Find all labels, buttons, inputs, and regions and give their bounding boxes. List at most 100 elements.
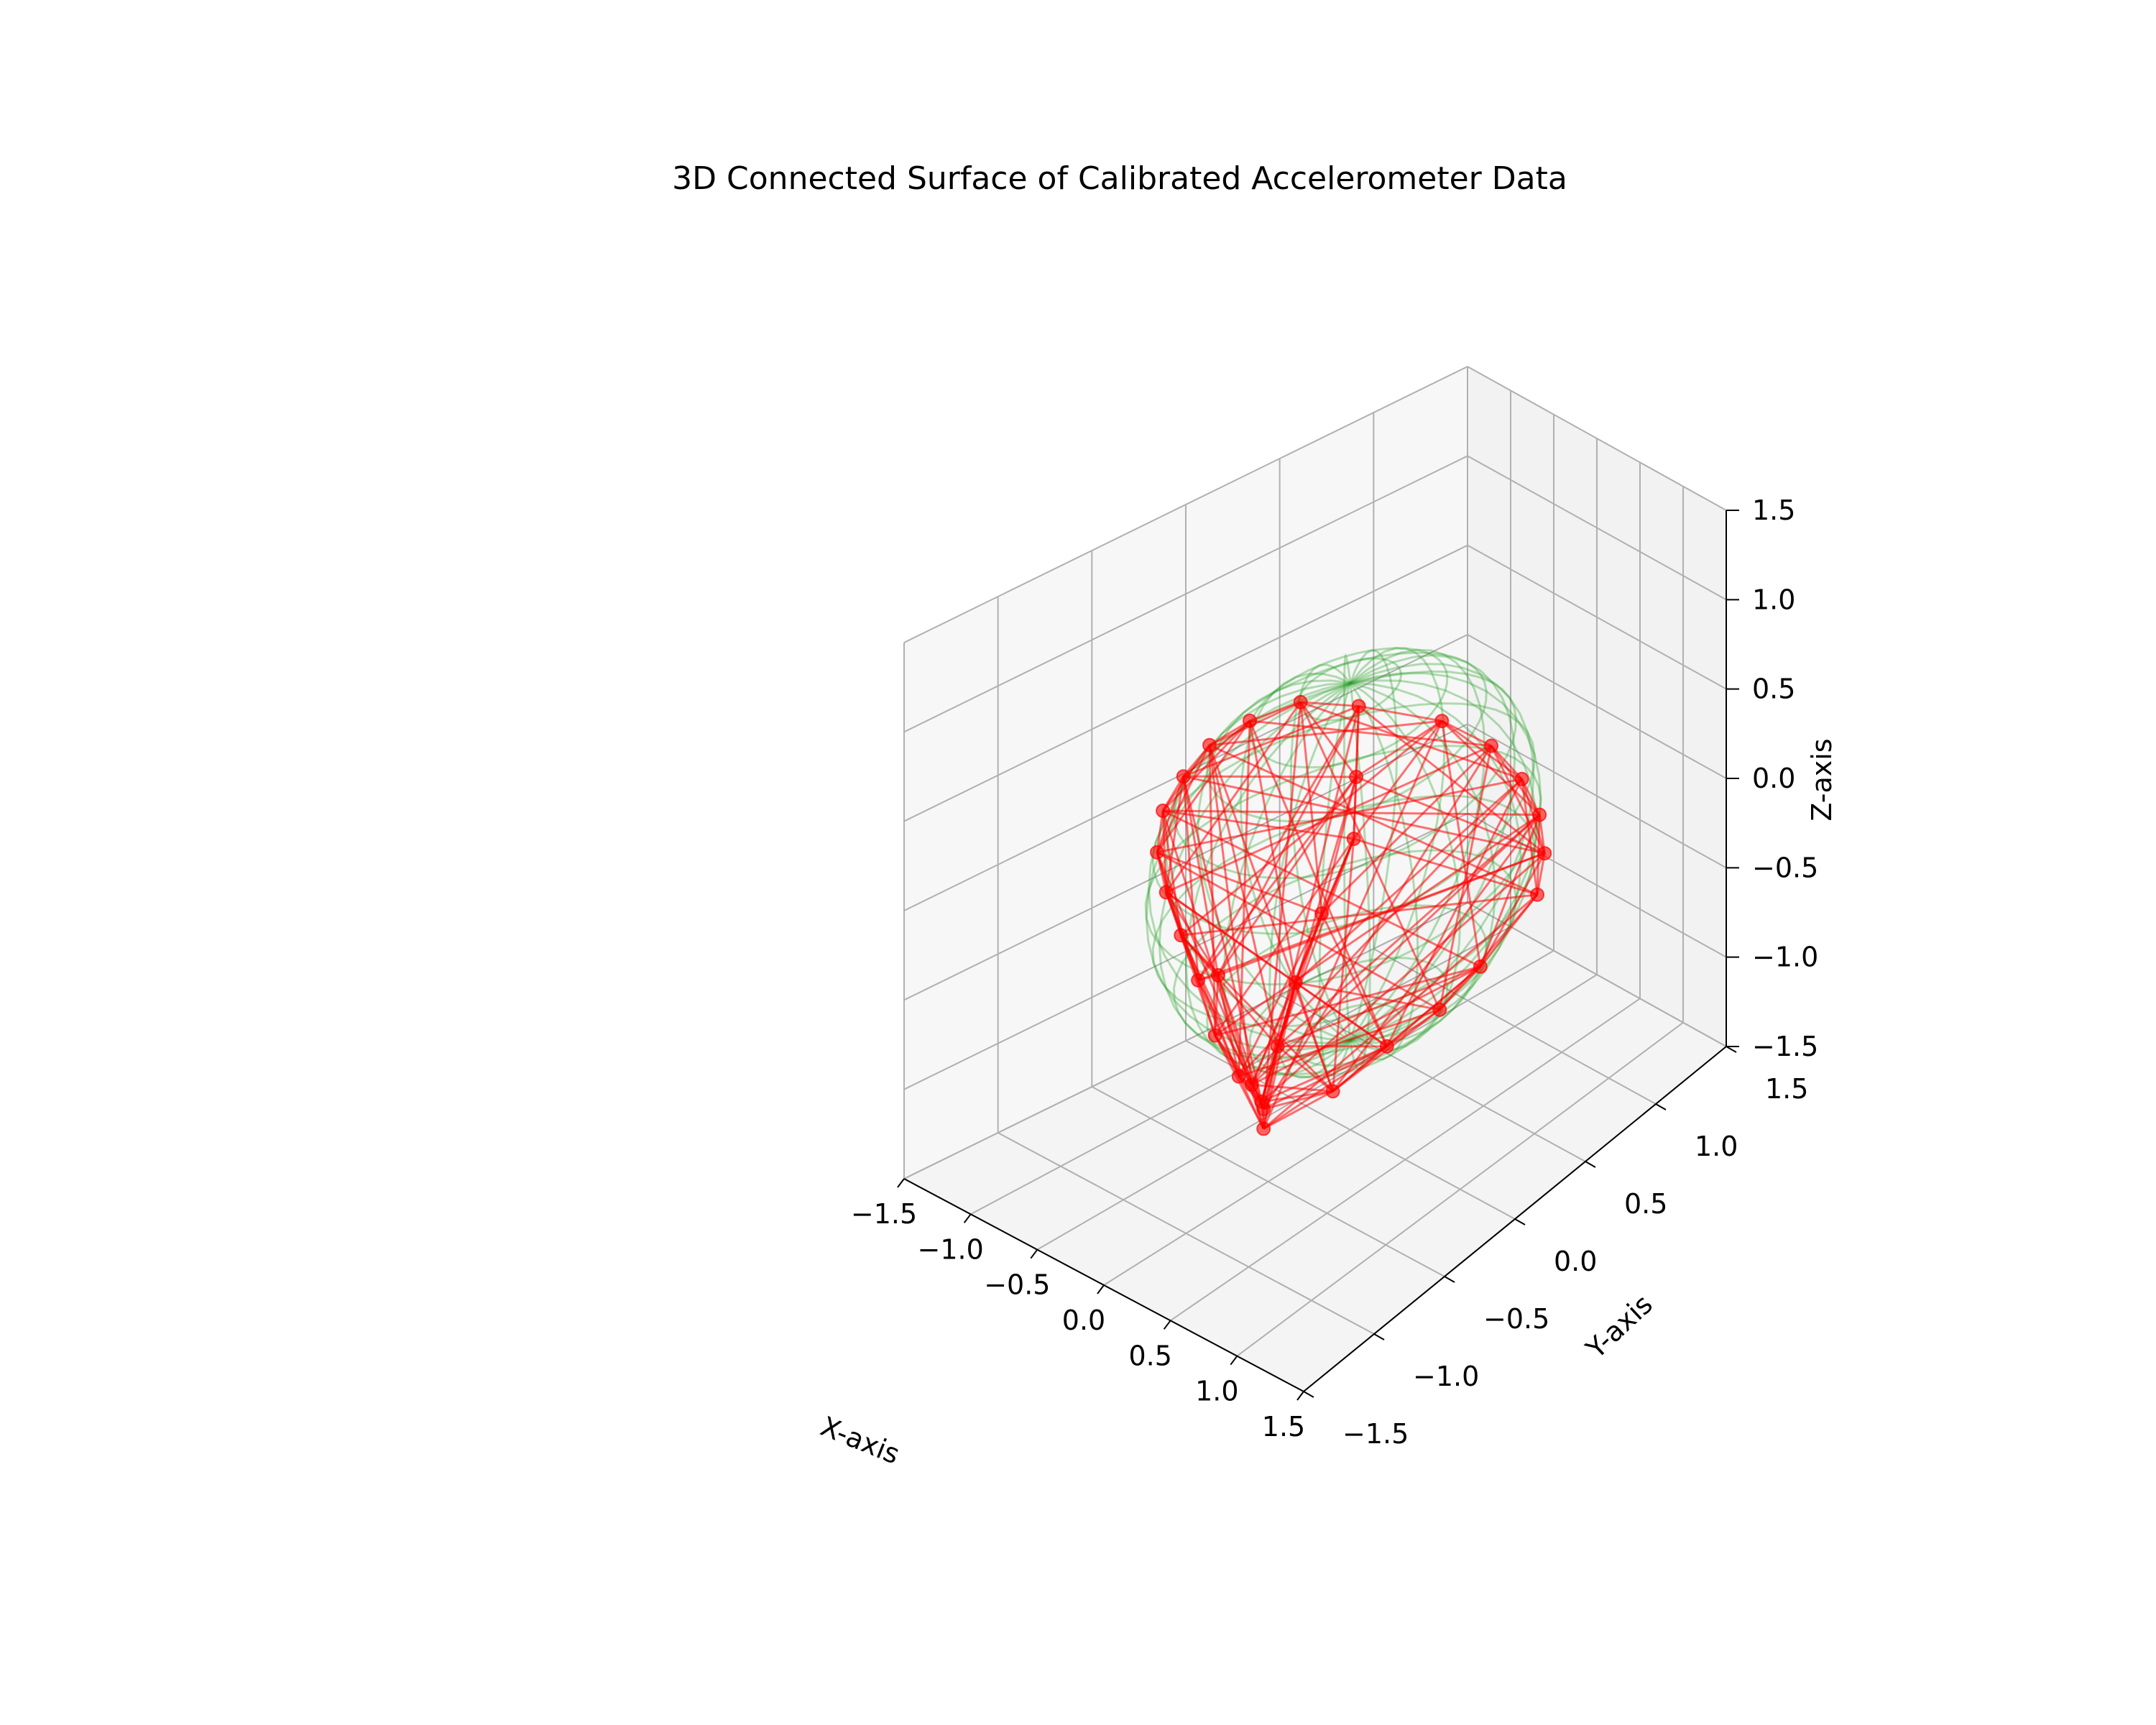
- connection-line: [1276, 838, 1355, 1047]
- x-tick-label: 0.0: [1062, 1305, 1105, 1336]
- x-tick-label: −1.0: [918, 1233, 984, 1265]
- connection-line: [1261, 1045, 1388, 1103]
- connection-line: [1299, 702, 1358, 778]
- sphere-meridian-line: [1350, 663, 1535, 1042]
- connection-line: [1355, 719, 1443, 778]
- chart-title: 3D Connected Surface of Calibrated Accel…: [672, 160, 1567, 197]
- data-point: [1191, 972, 1206, 988]
- connection-line: [1250, 1045, 1279, 1086]
- x-tick-mark: [1296, 1391, 1304, 1401]
- connection-line: [1166, 745, 1492, 893]
- data-point: [1231, 1069, 1246, 1084]
- axes-panes: [904, 367, 1726, 1392]
- y-tick-label: 0.5: [1624, 1188, 1667, 1220]
- connection-line: [1261, 852, 1546, 1103]
- z-tick-label: 1.0: [1752, 584, 1795, 615]
- data-point: [1432, 1002, 1447, 1017]
- connection-line: [1386, 778, 1523, 1047]
- x-tick-mark: [1163, 1320, 1171, 1330]
- sphere-meridian-line: [1349, 682, 1419, 1061]
- connection-line: [1299, 702, 1323, 914]
- connection-line: [1250, 814, 1541, 1086]
- x-tick-label: 1.5: [1262, 1411, 1305, 1443]
- connection-line: [1214, 814, 1541, 1036]
- connection-line: [1217, 975, 1240, 1077]
- y-tick-mark: [1726, 1046, 1737, 1053]
- connection-line: [1162, 809, 1481, 968]
- connection-line: [1441, 719, 1492, 748]
- z-tick-label: 0.5: [1752, 673, 1795, 705]
- connection-line: [1521, 778, 1539, 895]
- connection-line: [1156, 778, 1522, 854]
- tick-labels: −1.5−1.5−1.5−1.0−1.0−1.0−0.5−0.5−0.50.00…: [851, 494, 1818, 1450]
- data-point: [1537, 846, 1552, 861]
- connection-line: [1181, 893, 1538, 937]
- connection-line: [1263, 745, 1493, 1110]
- connection-line: [1299, 702, 1441, 1011]
- data-point: [1346, 832, 1361, 847]
- data-point: [1176, 769, 1191, 784]
- sphere-latitude-line: [1144, 745, 1542, 986]
- z-tick-label: −0.5: [1752, 852, 1818, 883]
- x-tick-label: −0.5: [984, 1269, 1050, 1301]
- sphere-latitude-line: [1151, 702, 1536, 935]
- y-tick-mark: [1444, 1276, 1455, 1283]
- data-point: [1532, 807, 1547, 822]
- connection-line: [1300, 701, 1523, 781]
- data-point: [1254, 1094, 1269, 1109]
- y-tick-mark: [1514, 1218, 1526, 1225]
- connection-line: [1490, 745, 1546, 854]
- connection-line: [1276, 1045, 1334, 1092]
- connection-line: [1180, 719, 1443, 937]
- connection-line: [1214, 975, 1220, 1036]
- z-tick-label: −1.0: [1752, 942, 1818, 973]
- data-point: [1484, 738, 1499, 753]
- connection-line: [1439, 965, 1481, 1011]
- data-point: [1174, 928, 1189, 943]
- data-point: [1288, 975, 1303, 990]
- connection-line: [1180, 934, 1219, 976]
- connection-line: [1355, 706, 1360, 778]
- connection-line: [1353, 837, 1538, 896]
- connection-line: [1165, 891, 1220, 976]
- connection-line: [1156, 851, 1322, 915]
- connection-line: [1209, 744, 1538, 896]
- x-tick-mark: [897, 1178, 905, 1188]
- connection-line: [1277, 965, 1481, 1048]
- connection-line: [1294, 982, 1335, 1092]
- x-tick-mark: [1230, 1356, 1238, 1366]
- side-grid-z: [903, 366, 1468, 643]
- y-tick-mark: [1303, 1391, 1314, 1398]
- connection-line: [1165, 776, 1185, 893]
- data-point: [1473, 959, 1488, 974]
- data-point: [1210, 967, 1225, 983]
- connection-line: [1217, 776, 1358, 976]
- x-tick-label: 0.5: [1128, 1340, 1171, 1371]
- y-tick-mark: [1655, 1103, 1667, 1110]
- data-point: [1256, 1121, 1271, 1136]
- data-point: [1379, 1039, 1394, 1054]
- sphere-meridian-line: [1349, 647, 1446, 1041]
- data-point: [1202, 737, 1217, 753]
- data-point: [1293, 694, 1308, 709]
- x-tick-label: −1.5: [851, 1198, 917, 1230]
- connection-line: [1162, 809, 1354, 840]
- z-axis-label: Z-axis: [1806, 738, 1838, 821]
- y-tick-label: 1.0: [1695, 1131, 1738, 1162]
- data-point: [1270, 1039, 1285, 1054]
- data-point: [1351, 699, 1366, 714]
- data-point: [1156, 804, 1171, 819]
- sphere-latitude-line: [1248, 647, 1449, 769]
- connection-line: [1251, 965, 1481, 1086]
- connection-line: [1197, 776, 1358, 981]
- sphere-latitude-line: [1297, 657, 1402, 722]
- connection-line: [1332, 838, 1355, 1092]
- connection-line: [1295, 981, 1440, 1011]
- connection-line: [1197, 705, 1360, 981]
- z-tick-label: 1.5: [1752, 494, 1795, 526]
- connection-line: [1251, 1083, 1333, 1092]
- connection-line: [1300, 701, 1359, 707]
- data-connections: [1156, 701, 1546, 1130]
- back-grid-z: [1467, 366, 1727, 511]
